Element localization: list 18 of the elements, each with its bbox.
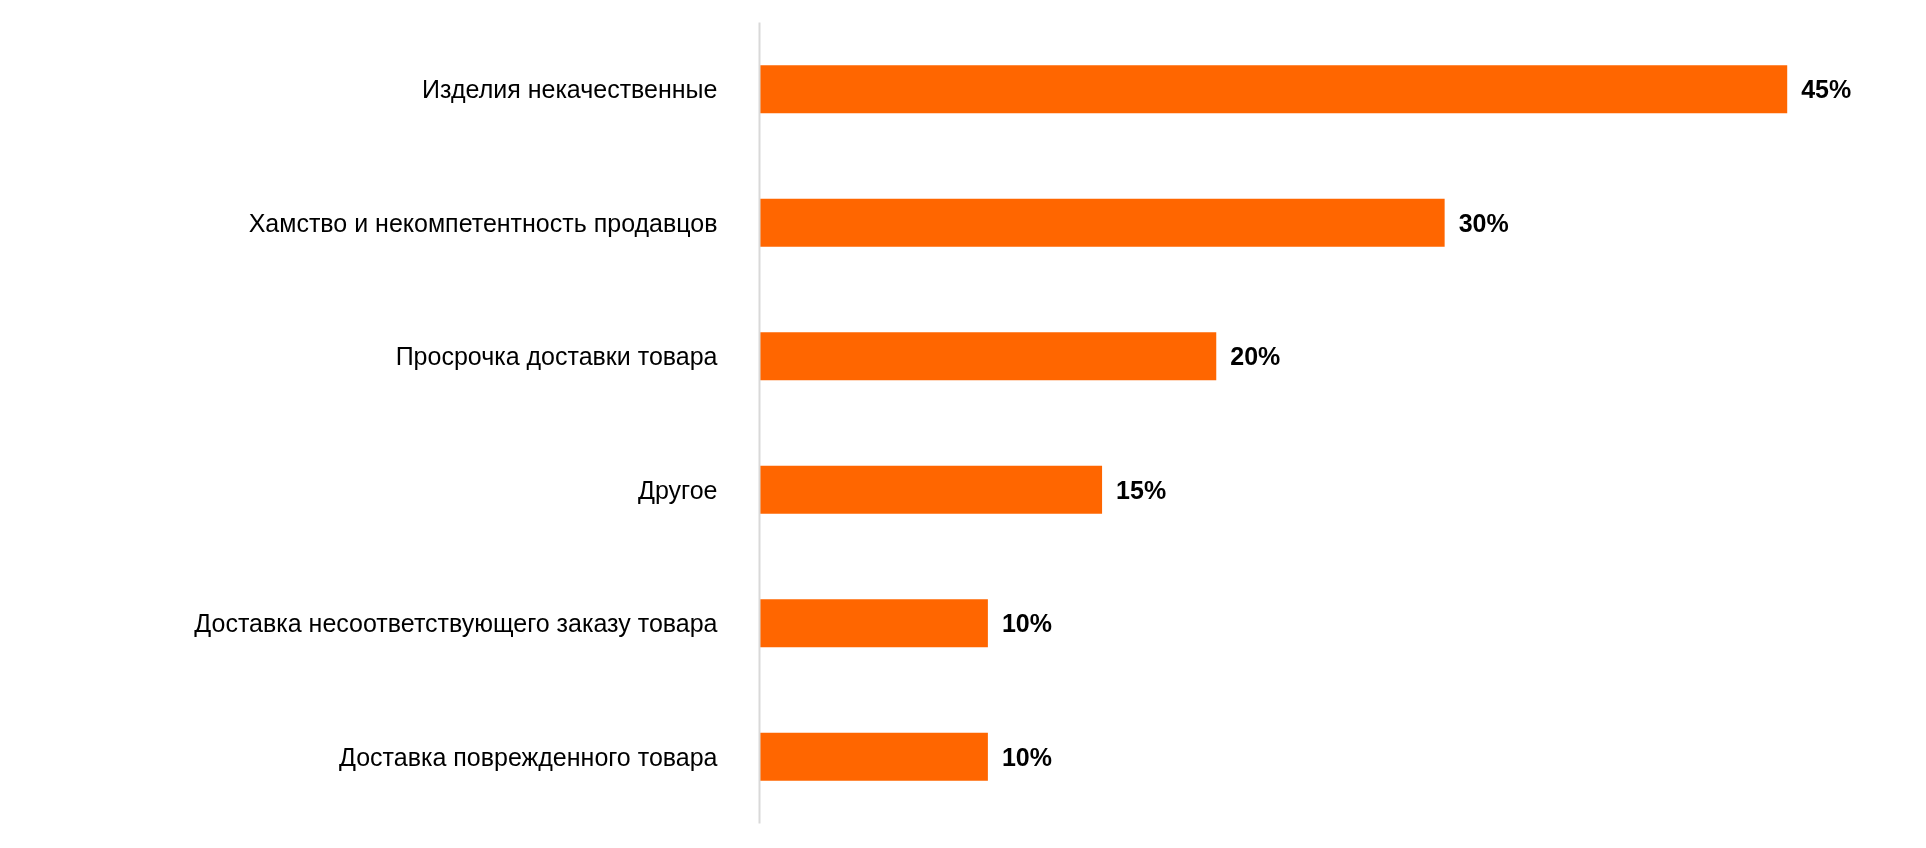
bar bbox=[759, 65, 1788, 114]
y-tick-label: Доставка поврежденного товара bbox=[339, 742, 718, 771]
bar bbox=[759, 332, 1217, 381]
data-label: 20% bbox=[1230, 342, 1281, 371]
bar bbox=[759, 732, 988, 781]
data-label: 10% bbox=[1001, 742, 1052, 771]
y-tick-label: Другое bbox=[638, 475, 718, 504]
bar bbox=[759, 599, 988, 648]
data-label: 10% bbox=[1001, 609, 1052, 638]
data-label: 45% bbox=[1801, 75, 1852, 104]
y-tick-label: Изделия некачественные bbox=[422, 75, 718, 104]
y-tick-label: Просрочка доставки товара bbox=[395, 342, 718, 371]
bar bbox=[759, 198, 1445, 247]
data-label: 30% bbox=[1458, 208, 1509, 237]
y-tick-label: Доставка несоответствующего заказу товара bbox=[194, 609, 718, 638]
bar bbox=[759, 465, 1103, 514]
data-label: 15% bbox=[1116, 475, 1167, 504]
y-tick-label: Хамство и некомпетентность продавцов bbox=[248, 208, 718, 237]
